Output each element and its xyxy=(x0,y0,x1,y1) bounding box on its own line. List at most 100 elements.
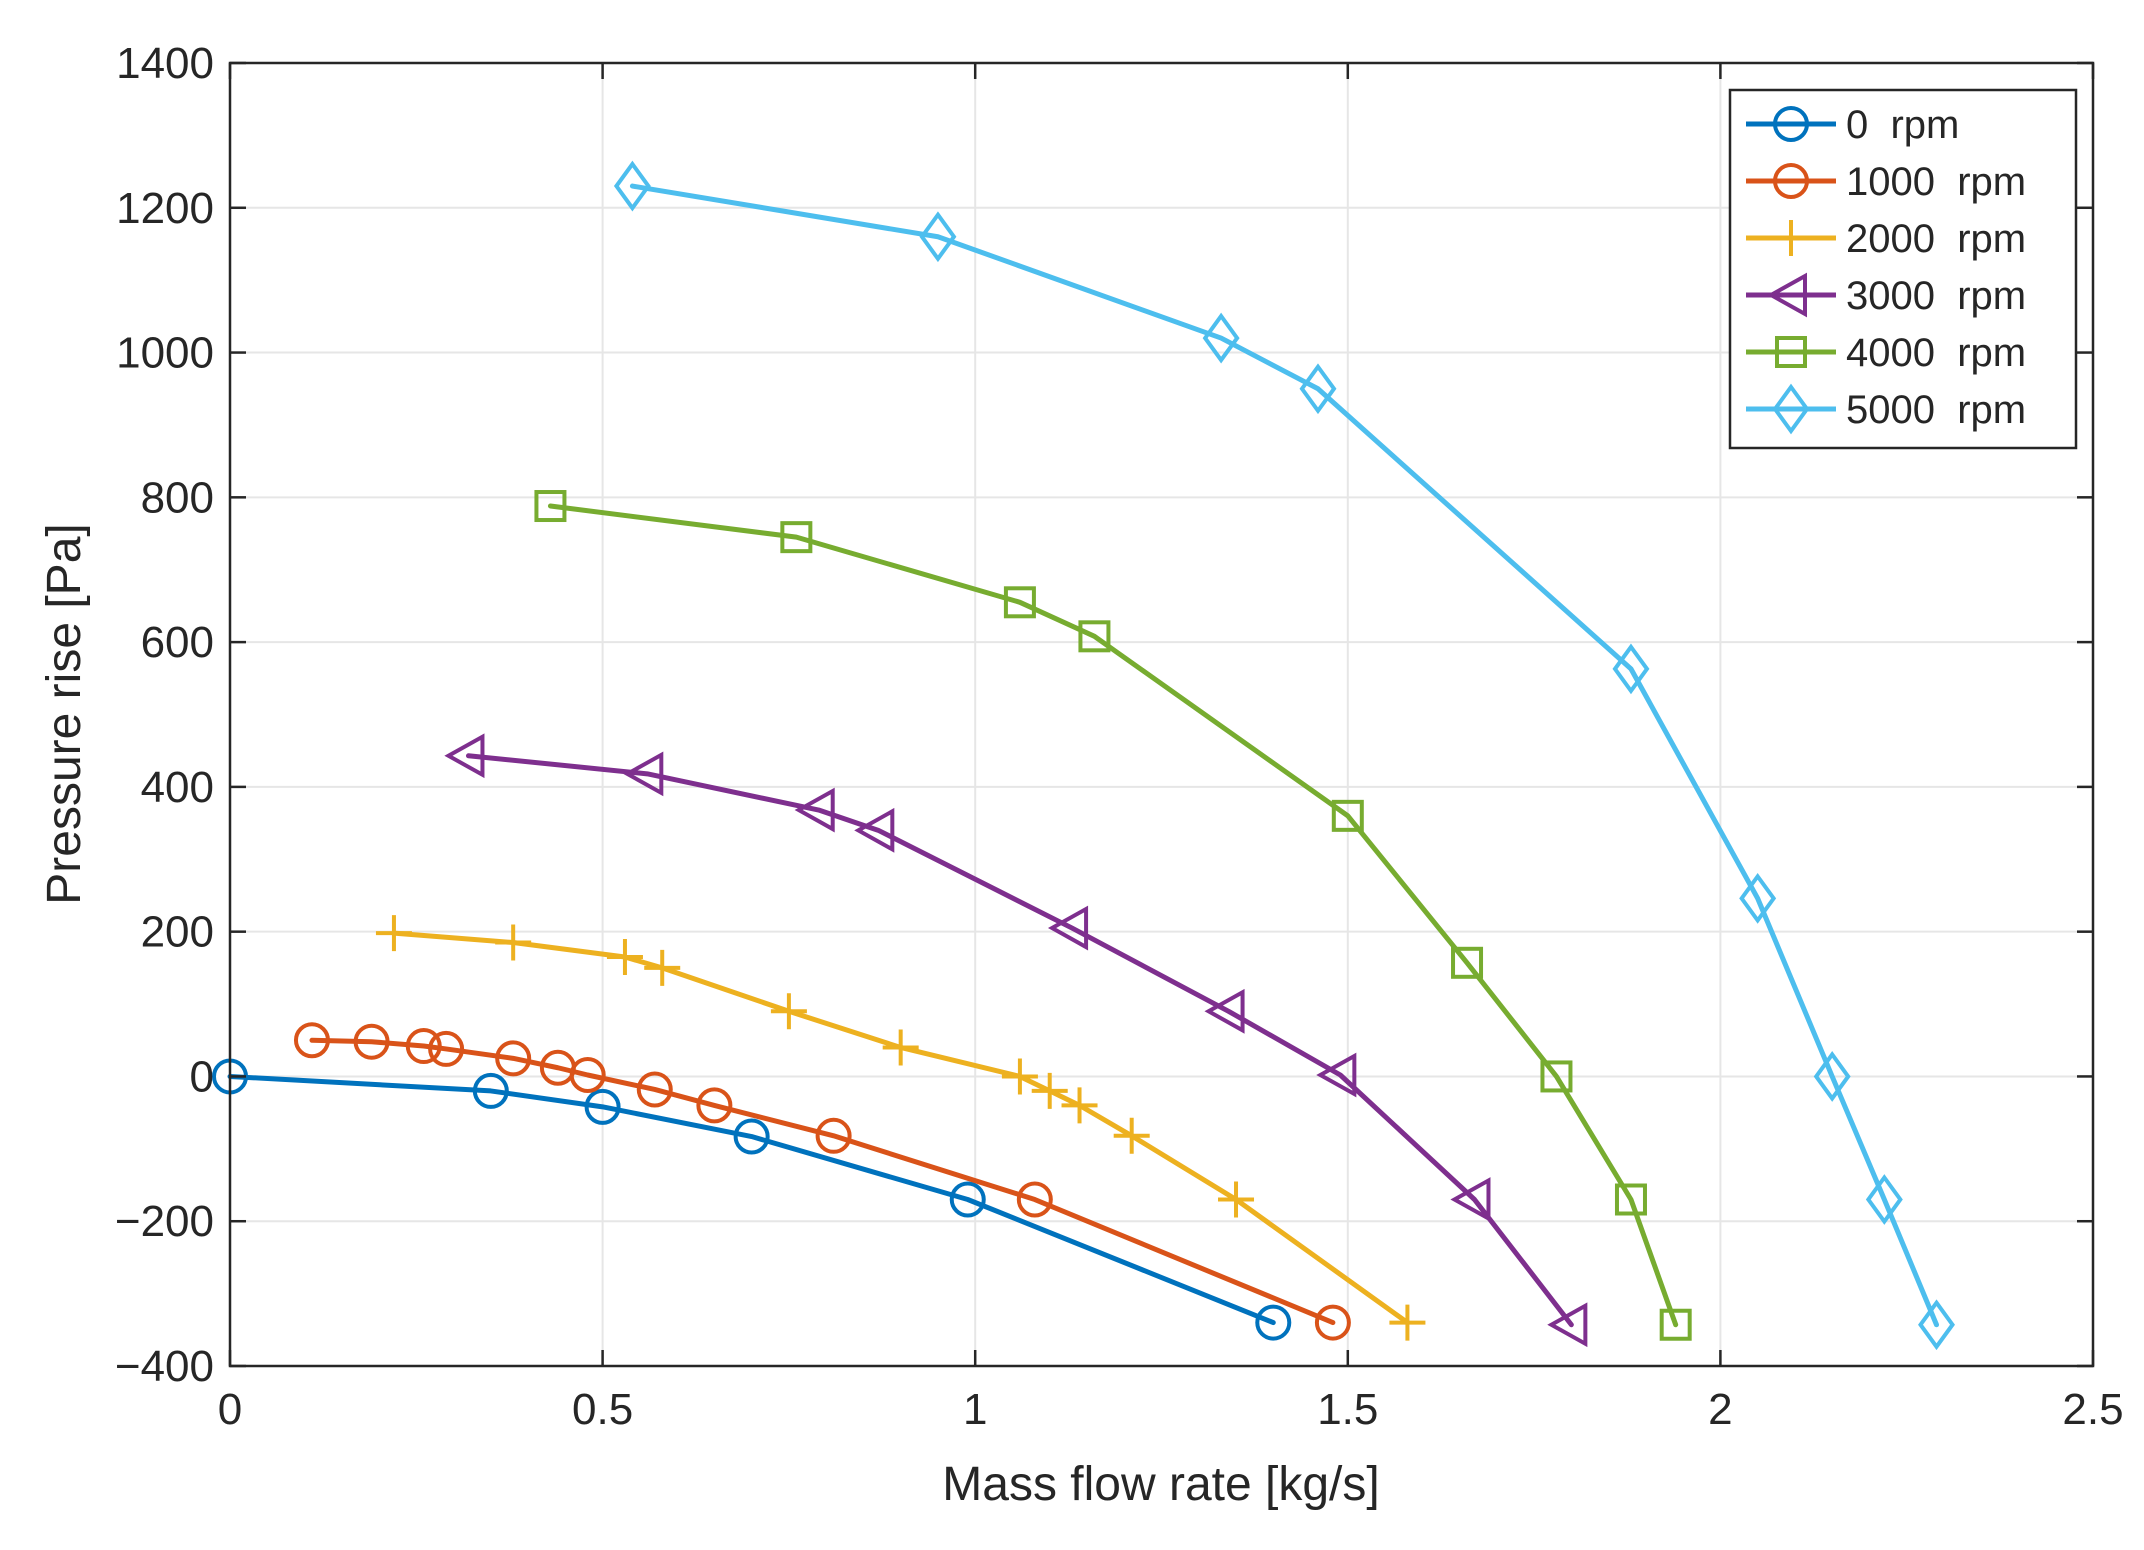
data-point xyxy=(696,1087,733,1124)
data-point xyxy=(1918,1299,1955,1351)
legend-label: 1000 rpm xyxy=(1846,160,2026,204)
y-tick-label: 1200 xyxy=(116,184,214,233)
data-point xyxy=(1612,643,1650,695)
data-point xyxy=(428,1030,465,1067)
legend-label: 2000 rpm xyxy=(1846,217,2026,261)
legend-label: 4000 rpm xyxy=(1846,331,2026,375)
data-point xyxy=(1659,1308,1692,1341)
legend: 0 rpm 1000 rpm 2000 rpm 3000 rpm 4000 rpm 500… xyxy=(1728,88,2078,450)
data-point xyxy=(1865,1174,1903,1225)
series-line xyxy=(465,753,1574,1328)
legend-label: 3000 rpm xyxy=(1846,274,2026,318)
plot-frame xyxy=(228,61,2095,1368)
series-line xyxy=(629,183,1940,1328)
y-axis-label: Pressure rise [Pa] xyxy=(38,523,91,904)
legend-marker xyxy=(1766,272,1807,318)
y-tick-label: −400 xyxy=(115,1342,214,1391)
data-point xyxy=(854,807,895,853)
series-line xyxy=(391,930,1410,1326)
data-point xyxy=(353,1023,390,1060)
series-1 xyxy=(293,1022,1351,1341)
data-point xyxy=(1314,1304,1351,1341)
y-tick-label: 600 xyxy=(141,618,214,667)
data-point xyxy=(1016,1181,1053,1218)
series-3 xyxy=(444,733,1588,1348)
x-tick-label: 2.5 xyxy=(2062,1385,2123,1434)
x-tick-label: 1 xyxy=(963,1385,987,1434)
data-point xyxy=(495,1040,532,1077)
data-point xyxy=(733,1118,770,1155)
legend-label: 0 rpm xyxy=(1846,103,1959,147)
x-tick-label: 0.5 xyxy=(572,1385,633,1434)
data-point xyxy=(882,1029,919,1066)
y-tick-label: 800 xyxy=(141,473,214,522)
data-point xyxy=(613,160,651,212)
data-point xyxy=(375,915,412,952)
data-point xyxy=(1202,312,1240,364)
data-point xyxy=(1003,586,1036,619)
data-point xyxy=(1331,799,1364,832)
data-point xyxy=(293,1022,330,1059)
series-4 xyxy=(534,490,1692,1341)
data-point xyxy=(623,751,664,797)
data-point xyxy=(1047,905,1089,951)
y-tick-label: 200 xyxy=(141,908,214,957)
data-point xyxy=(1031,1072,1068,1109)
series-5 xyxy=(613,160,1955,1351)
data-point xyxy=(569,1056,606,1093)
legend-marker xyxy=(1773,163,1809,199)
data-point xyxy=(1061,1087,1098,1124)
data-point xyxy=(644,949,681,986)
legend-item: 2000 rpm xyxy=(1746,217,2026,261)
data-point xyxy=(1547,1302,1588,1348)
data-point xyxy=(919,211,957,263)
data-point xyxy=(1450,1177,1491,1222)
data-point xyxy=(780,521,813,554)
data-point xyxy=(495,924,532,961)
axis-ticks: 0 0.5 1 1.5 2 2.5 −400 −200 0 200 400 600 800 1000 120… xyxy=(115,39,2124,1434)
y-tick-label: 0 xyxy=(190,1052,214,1101)
legend-item: 0 rpm xyxy=(1746,103,1959,147)
data-point xyxy=(636,1071,673,1108)
data-point xyxy=(770,993,807,1030)
y-tick-label: −200 xyxy=(115,1197,214,1246)
data-point xyxy=(1113,1117,1150,1154)
legend-item: 5000 rpm xyxy=(1746,383,2026,435)
data-point xyxy=(794,787,835,833)
series-2 xyxy=(375,915,1426,1341)
legend-item: 1000 rpm xyxy=(1746,160,2026,204)
data-point xyxy=(1739,872,1777,924)
data-point xyxy=(1540,1060,1573,1093)
data-point xyxy=(949,1181,986,1218)
legend-marker xyxy=(1772,383,1810,435)
x-tick-label: 1.5 xyxy=(1317,1385,1378,1434)
x-tick-label: 2 xyxy=(1708,1385,1732,1434)
data-point xyxy=(1218,1181,1255,1218)
y-tick-label: 1400 xyxy=(116,39,214,88)
y-tick-label: 400 xyxy=(141,763,214,812)
legend-item: 3000 rpm xyxy=(1746,272,2026,318)
data-point xyxy=(1299,363,1337,415)
data-point xyxy=(444,733,485,779)
data-point xyxy=(1389,1304,1426,1341)
data-point xyxy=(1001,1058,1038,1095)
data-point xyxy=(534,490,567,523)
y-tick-label: 1000 xyxy=(116,329,214,378)
data-point xyxy=(1316,1052,1357,1098)
legend-item: 4000 rpm xyxy=(1746,331,2026,375)
data-point xyxy=(1451,946,1484,979)
data-point xyxy=(1614,1183,1647,1216)
data-point xyxy=(1078,620,1111,653)
legend-marker xyxy=(1775,336,1807,368)
legend-marker xyxy=(1773,220,1809,256)
legend-label: 5000 rpm xyxy=(1846,388,2026,432)
data-point xyxy=(815,1117,852,1154)
data-point xyxy=(472,1072,509,1109)
data-point xyxy=(1813,1051,1851,1102)
series-line xyxy=(547,503,1679,1328)
x-tick-label: 0 xyxy=(218,1385,242,1434)
data-point xyxy=(1204,988,1245,1034)
data-point xyxy=(584,1088,621,1125)
data-point xyxy=(1255,1304,1292,1341)
